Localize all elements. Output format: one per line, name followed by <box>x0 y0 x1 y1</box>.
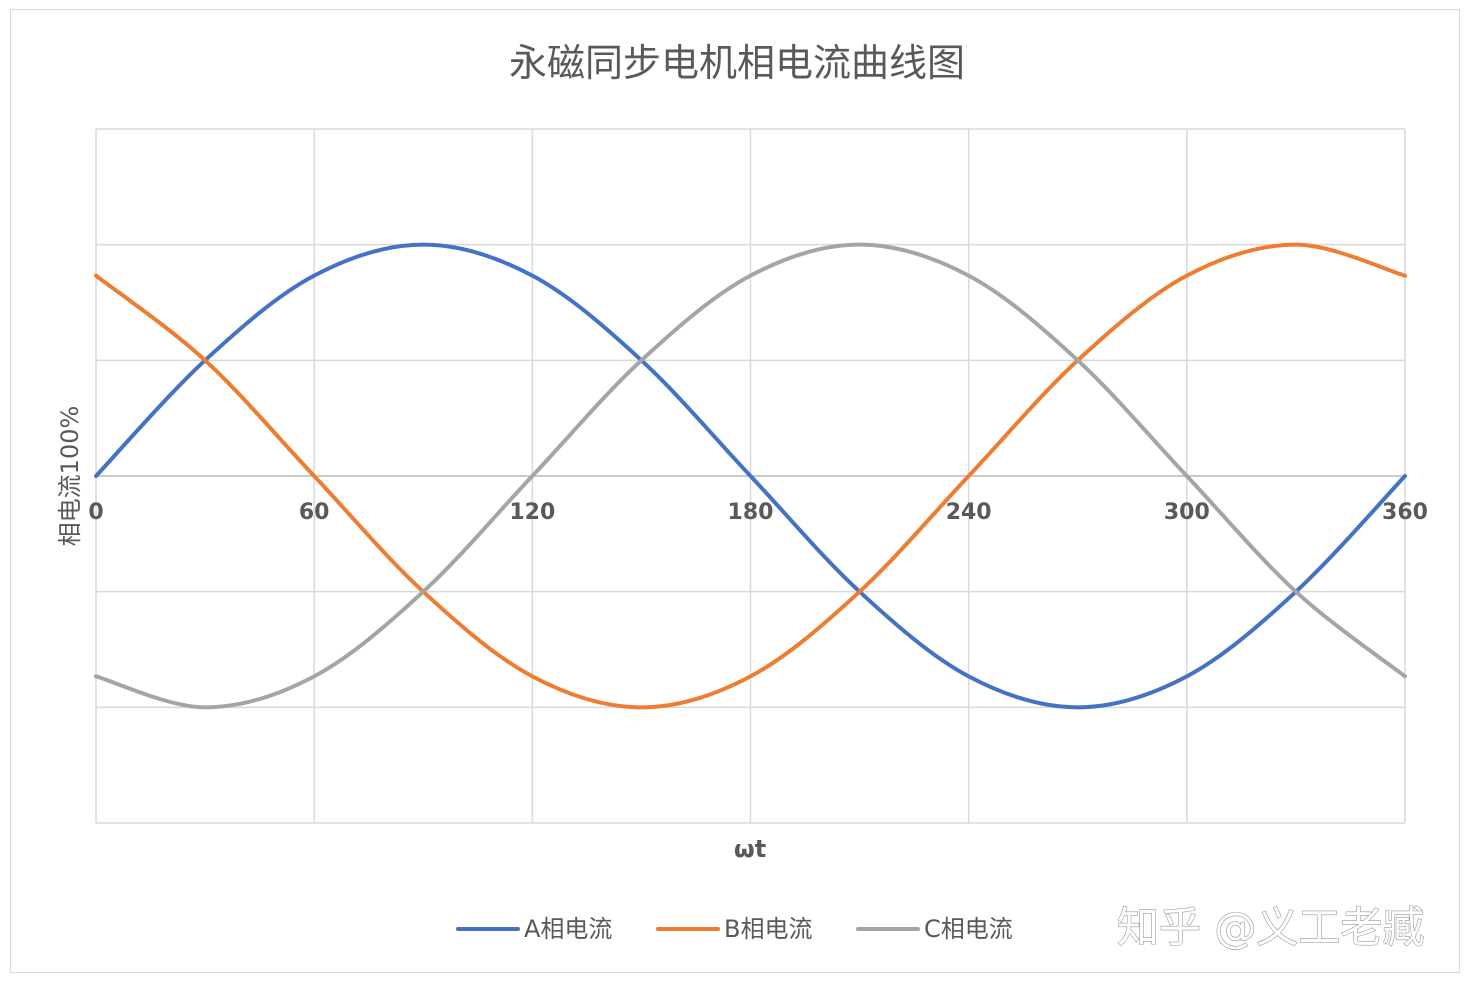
watermark: 知乎 @义工老臧 <box>1117 903 1424 952</box>
x-tick-label: 60 <box>299 500 330 525</box>
series-line-2 <box>94 242 1407 710</box>
legend: A相电流 B相电流 C相电流 <box>456 915 1013 943</box>
x-tick-label: 240 <box>946 500 992 525</box>
x-tick-label: 180 <box>728 500 774 525</box>
x-tick-label: 300 <box>1164 500 1210 525</box>
legend-label-2: C相电流 <box>924 915 1013 943</box>
chart-frame <box>10 9 1460 973</box>
series-line-0 <box>94 242 1407 710</box>
series-line-1 <box>94 242 1407 710</box>
legend-label-0: A相电流 <box>524 915 612 943</box>
x-tick-label: 0 <box>88 500 103 525</box>
x-tick-label: 120 <box>509 500 555 525</box>
x-tick-label: 360 <box>1382 500 1428 525</box>
legend-label-1: B相电流 <box>724 915 812 943</box>
y-axis-title: 相电流100% <box>56 406 84 547</box>
series-lines <box>94 242 1407 710</box>
chart-title: 永磁同步电机相电流曲线图 <box>509 41 965 85</box>
x-axis-title: ωt <box>734 835 766 863</box>
x-tick-labels: 0 60 120 180 240 300 360 <box>88 500 1428 525</box>
